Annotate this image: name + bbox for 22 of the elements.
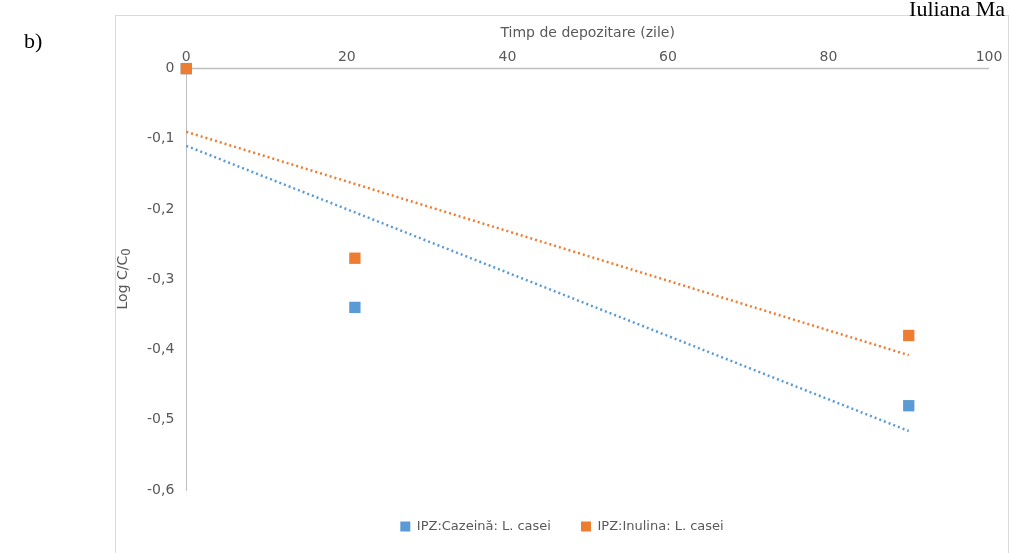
point (349, 301, 361, 314)
y-tick-label: -0,5 (146, 410, 175, 427)
legend-label: IPZ:Cazeină: L. casei (416, 517, 551, 533)
legend-label: IPZ:Inulina: L. casei (597, 517, 724, 533)
y-tick-label: -0,3 (146, 269, 175, 286)
y-tick-label: -0,1 (146, 129, 175, 146)
x-tick-label: 0 (181, 47, 191, 64)
x-axis-title: Timp de depozitare (zile) (499, 24, 675, 41)
text: b) (24, 28, 43, 54)
y-tick-label: -0,6 (146, 480, 175, 497)
x-tick-label: 40 (498, 47, 517, 64)
y-tick-label: -0,2 (146, 199, 175, 216)
y-tick-label: 0 (165, 59, 175, 76)
x-tick-label: 80 (819, 47, 838, 64)
point (903, 329, 915, 342)
point (349, 252, 361, 264)
x-tick-label: 20 (337, 47, 356, 64)
x-tick-label: 60 (659, 47, 677, 64)
x-tick-label: 100 (975, 47, 1003, 64)
y-tick-label: -0,4 (146, 340, 175, 357)
point (903, 400, 915, 412)
text: Iuliana Ma (909, 0, 1005, 22)
